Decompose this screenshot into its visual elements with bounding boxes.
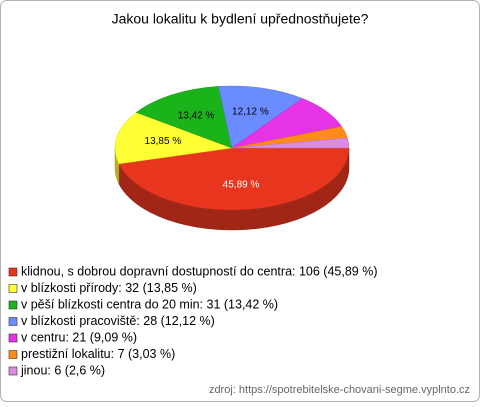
chart-title: Jakou lokalitu k bydlení upřednostňujete… — [112, 11, 369, 27]
pie-slice — [218, 85, 303, 149]
legend-label: prestižní lokalitu: 7 (3,03 %) — [21, 347, 175, 361]
legend-swatch — [8, 366, 18, 376]
slice-label: 13,42 % — [178, 111, 215, 122]
pie-slice — [135, 86, 233, 149]
legend-label: v pěší blízkosti centra do 20 min: 31 (1… — [21, 297, 278, 311]
pie-slice — [118, 147, 350, 211]
source-note: zdroj: https://spotrebitelske-chovani-se… — [209, 384, 470, 396]
legend-swatch — [8, 284, 18, 293]
pie-slice — [114, 112, 233, 165]
slice-label: 45,89 % — [223, 180, 260, 191]
legend-label: v centru: 21 (9,09 %) — [21, 330, 137, 344]
legend-swatch — [8, 317, 18, 326]
legend-swatch — [8, 267, 18, 277]
slice-label: 12,12 % — [232, 107, 269, 118]
pie-slice — [231, 137, 350, 149]
legend-label: v blízkosti přírody: 32 (13,85 %) — [21, 281, 197, 295]
slice-label: 13,85 % — [145, 136, 182, 147]
legend-swatch — [8, 333, 18, 343]
legend-label: v blízkosti pracoviště: 28 (12,12 %) — [21, 314, 215, 328]
legend-label: klidnou, s dobrou dopravní dostupností d… — [21, 264, 377, 278]
legend-label: jinou: 6 (2,6 %) — [20, 363, 105, 377]
legend-swatch — [8, 300, 18, 310]
legend-swatch — [8, 350, 18, 359]
